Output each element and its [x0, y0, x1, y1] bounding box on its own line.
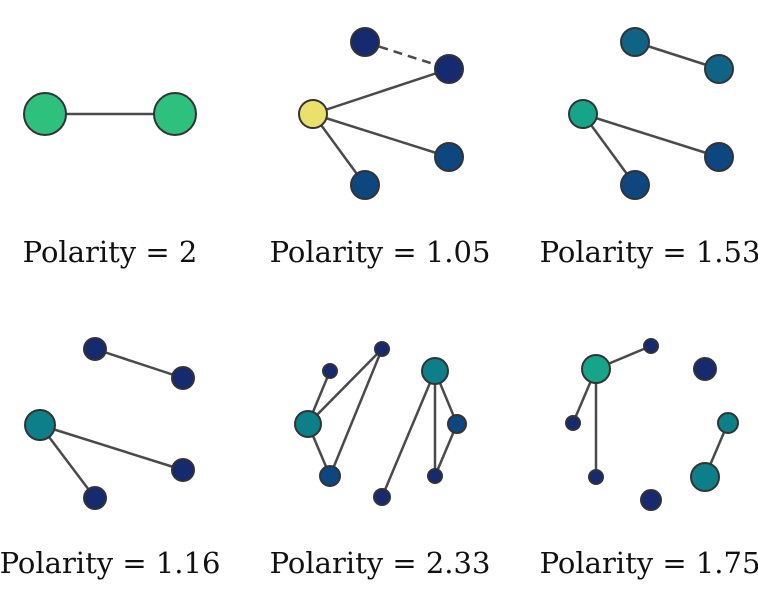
panel-5-caption: Polarity = 2.33	[269, 546, 491, 580]
edge	[94, 347, 184, 380]
node	[350, 27, 380, 57]
node	[620, 170, 650, 200]
node	[447, 414, 467, 434]
node	[704, 54, 734, 84]
node	[24, 409, 56, 441]
node	[434, 54, 464, 84]
edge	[39, 423, 184, 472]
panel-3-graph	[568, 27, 734, 200]
node	[23, 92, 67, 136]
node	[298, 99, 328, 129]
panel-4-graph	[24, 337, 195, 510]
panel-6-graph	[565, 338, 739, 511]
node	[568, 99, 598, 129]
node	[565, 415, 581, 431]
node	[373, 488, 391, 506]
panel-1-graph	[23, 92, 197, 136]
node	[588, 469, 604, 485]
node	[153, 92, 197, 136]
node	[434, 142, 464, 172]
node	[83, 337, 107, 361]
node	[704, 142, 734, 172]
panel-6-caption: Polarity = 1.75	[539, 546, 758, 580]
node	[693, 357, 717, 381]
panel-2-caption: Polarity = 1.05	[269, 235, 491, 269]
node	[322, 363, 338, 379]
node	[350, 170, 380, 200]
node	[171, 458, 195, 482]
edge	[307, 348, 383, 425]
node	[620, 27, 650, 57]
node	[171, 366, 195, 390]
node	[421, 357, 449, 385]
node	[294, 410, 322, 438]
edge	[328, 348, 384, 477]
edge	[312, 67, 450, 116]
panel-4-caption: Polarity = 1.16	[0, 546, 221, 580]
edge	[582, 112, 720, 159]
node	[643, 338, 659, 354]
node	[319, 465, 341, 487]
panel-1-caption: Polarity = 2	[22, 235, 198, 269]
node	[83, 486, 107, 510]
node	[690, 462, 720, 492]
node	[717, 412, 739, 434]
panel-3-caption: Polarity = 1.53	[539, 235, 758, 269]
panel-2-graph	[298, 27, 464, 200]
edge	[380, 370, 437, 498]
panel-5-graph	[294, 341, 467, 506]
node	[640, 489, 662, 511]
node	[581, 354, 611, 384]
edge	[312, 112, 450, 159]
node	[427, 468, 443, 484]
node	[374, 341, 390, 357]
